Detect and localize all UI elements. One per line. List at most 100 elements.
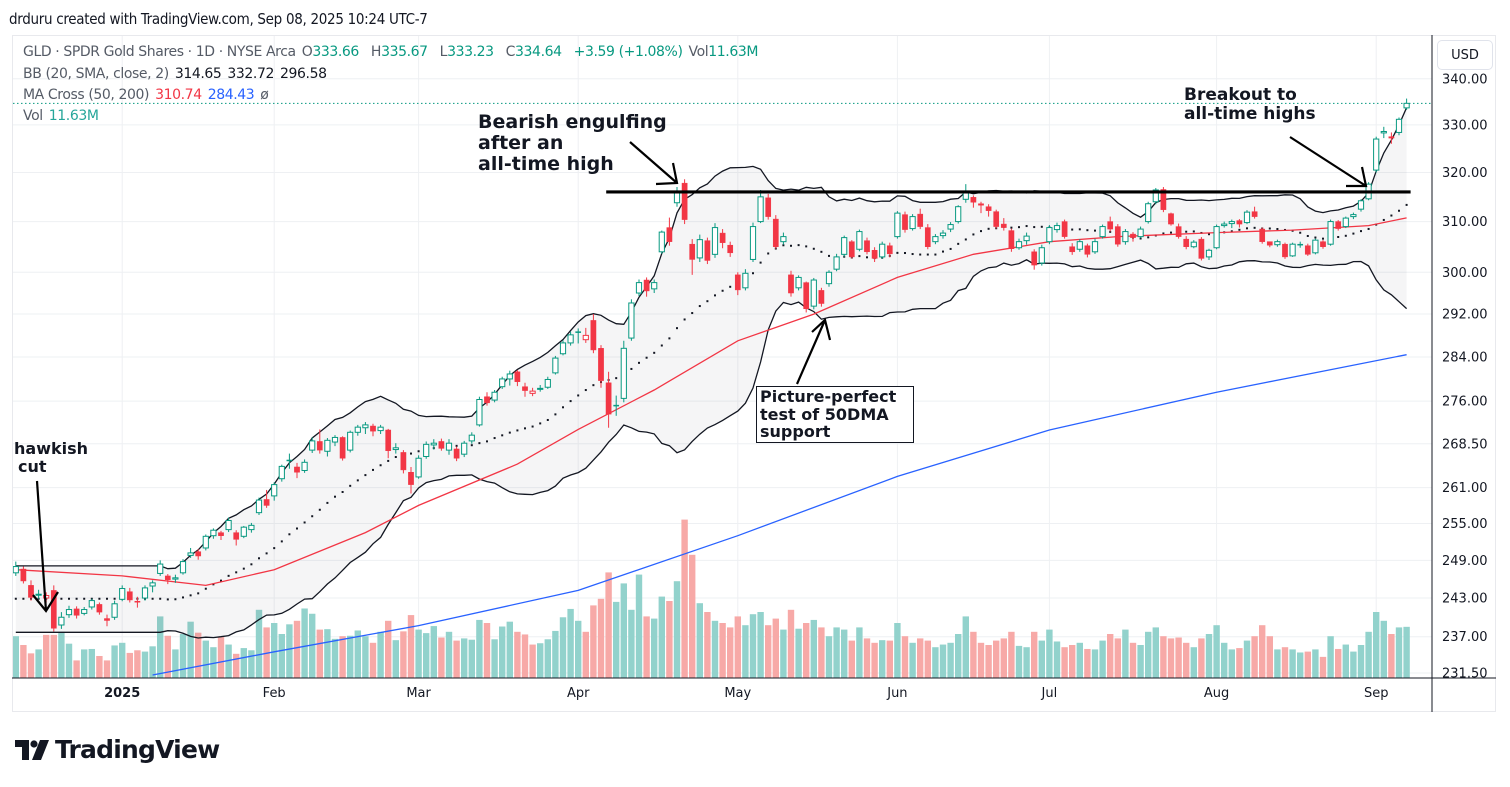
legend-symbol-row[interactable]: GLD · SPDR Gold Shares · 1D · NYSE Arca O…: [23, 44, 770, 60]
bollinger-basis-dot: [866, 256, 868, 259]
bollinger-basis-dot: [455, 444, 458, 447]
legend-vol-row[interactable]: Vol 11.63M: [23, 108, 105, 124]
annotation-line: after an: [478, 131, 564, 154]
ma-label[interactable]: MA Cross (50, 200): [23, 87, 150, 103]
candle-body: [484, 396, 490, 404]
candle-body: [924, 227, 931, 247]
candle-body: [271, 484, 278, 497]
candle: [218, 530, 224, 540]
candle: [278, 464, 285, 482]
volume-bar: [749, 614, 757, 678]
price-tick-label: 231.50: [1442, 667, 1488, 682]
bollinger-basis-dot: [615, 377, 618, 380]
candle-body: [719, 232, 726, 243]
candle-body: [894, 212, 901, 238]
candle-body: [35, 593, 42, 596]
volume-bar: [1084, 648, 1091, 678]
candle-body: [1297, 243, 1304, 246]
bollinger-basis-dot: [1360, 230, 1362, 233]
legend-bb-row[interactable]: BB (20, SMA, close, 2) 314.65 332.72 296.58: [23, 66, 333, 82]
candle: [400, 450, 407, 474]
volume-bar: [1076, 642, 1083, 678]
bollinger-basis-dot: [691, 312, 694, 315]
volume-bar: [119, 642, 126, 678]
candle: [377, 424, 384, 435]
candle-body: [1061, 221, 1068, 237]
volume-bar: [742, 625, 749, 678]
open-value: 333.66: [312, 44, 359, 60]
candle-body: [514, 371, 521, 382]
candle: [841, 235, 848, 257]
candle-body: [20, 568, 27, 582]
candle-body: [415, 457, 422, 478]
time-tick-label: Jul: [1041, 686, 1058, 701]
high-label: H: [370, 44, 382, 60]
candle: [240, 525, 247, 539]
bollinger-basis-dot: [934, 253, 937, 256]
tradingview-logo[interactable]: TradingView: [15, 735, 220, 764]
candle: [643, 277, 650, 297]
candle: [894, 211, 901, 239]
candle: [833, 253, 840, 272]
annotation-line: Bearish engulfing: [478, 111, 667, 133]
bollinger-basis-dot: [242, 567, 245, 570]
candle: [1183, 236, 1190, 250]
candle: [1228, 219, 1235, 229]
high-value: 335.67: [381, 44, 428, 60]
bollinger-basis-dot: [318, 508, 321, 511]
volume-bar: [1335, 648, 1342, 678]
candle-body: [179, 561, 187, 574]
bollinger-basis-dot: [379, 464, 382, 467]
bb-label[interactable]: BB (20, SMA, close, 2): [23, 66, 169, 82]
candle: [955, 205, 962, 224]
candle: [491, 390, 498, 403]
candle: [1091, 238, 1099, 254]
symbol-name[interactable]: GLD · SPDR Gold Shares · 1D · NYSE Arca: [23, 44, 296, 60]
candle-body: [673, 191, 681, 204]
bollinger-basis-dot: [1268, 227, 1271, 230]
volume-bar: [521, 634, 529, 678]
currency-button[interactable]: USD: [1437, 40, 1493, 70]
candle-body: [871, 250, 878, 259]
close-label: C: [505, 44, 516, 60]
candle: [347, 430, 354, 453]
candle: [484, 392, 490, 406]
annotation-line: Breakout to: [1184, 85, 1297, 105]
bollinger-basis-dot: [493, 437, 496, 440]
candle-body: [1152, 189, 1159, 203]
price-tick-label: 330.00: [1442, 118, 1488, 133]
price-tick-label: 310.00: [1442, 215, 1488, 230]
annotation-breakout: Breakout to all-time highs: [1184, 86, 1316, 123]
volume-bar: [1160, 636, 1167, 678]
vol-value: 11.63M: [708, 44, 759, 60]
price-tick-label: 249.00: [1442, 554, 1488, 569]
volume-bar: [468, 639, 475, 678]
bollinger-basis-dot: [531, 425, 534, 428]
candle-body: [1395, 118, 1403, 133]
candle: [848, 240, 855, 259]
candle: [362, 422, 369, 435]
vol-indicator-label[interactable]: Vol: [23, 108, 43, 124]
annotation-line: test of 50DMA: [760, 404, 889, 424]
candle: [1380, 126, 1387, 139]
legend-ma-row[interactable]: MA Cross (50, 200) 310.74 284.43 ø: [23, 87, 274, 103]
bollinger-basis-dot: [159, 597, 162, 600]
candle-body: [362, 424, 369, 429]
candle: [1107, 216, 1114, 232]
volume-bar: [894, 623, 901, 678]
candle-body: [529, 390, 536, 394]
volume-bar: [1266, 636, 1273, 678]
candle-body: [28, 585, 34, 598]
bollinger-basis-dot: [349, 484, 352, 487]
bollinger-basis-dot: [1010, 226, 1013, 229]
candle: [1403, 98, 1410, 110]
candle-body: [818, 290, 825, 304]
candle: [294, 462, 300, 479]
volume-bar: [1289, 649, 1296, 678]
candle-body: [164, 575, 171, 580]
volume-bar: [225, 644, 232, 678]
volume-bar: [35, 649, 42, 678]
bollinger-basis-dot: [204, 587, 207, 590]
candle-body: [1168, 213, 1174, 225]
